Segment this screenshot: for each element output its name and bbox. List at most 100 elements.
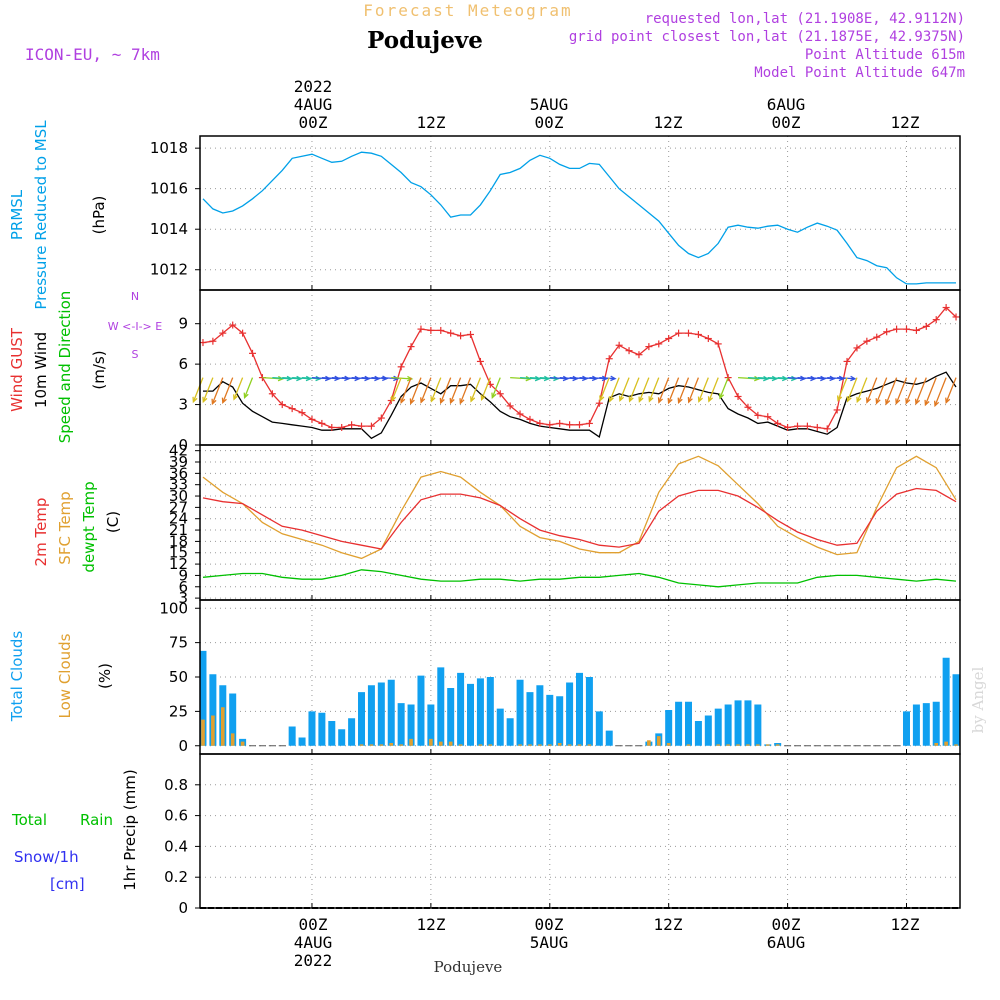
total-clouds-bar	[457, 672, 465, 746]
y-tick-label: 0.6	[164, 807, 188, 825]
wind-direction-arrowhead	[924, 399, 930, 407]
total-clouds-bar	[566, 682, 574, 746]
y-tick-label: 3	[178, 396, 188, 414]
wind-direction-arrow	[420, 377, 432, 403]
low-clouds-bar	[429, 738, 433, 746]
model-altitude: Model Point Altitude 647m	[754, 65, 965, 81]
low-clouds-bar	[557, 743, 562, 746]
low-clouds-bar	[666, 743, 671, 746]
wind-direction-arrowhead	[865, 397, 872, 404]
total-clouds-bar	[318, 712, 326, 746]
y-tick-label: 18	[169, 532, 188, 550]
wind-direction-arrow	[430, 377, 442, 402]
wind-direction-arrow	[449, 377, 462, 404]
pressure-labels: PRMSL Pressure Reduced to MSL (hPa)	[8, 120, 108, 310]
wind-direction-arrowhead	[608, 396, 614, 403]
wind-direction-arrowhead	[707, 396, 713, 403]
y-tick-label: 1014	[150, 220, 188, 238]
wind-label-gust: Wind GUST	[8, 327, 26, 412]
top-hour-4: 12Z	[654, 113, 683, 132]
precip-labels: Total Rain Snow/1h [cm] 1hr Precip (mm)	[11, 769, 139, 893]
wind-direction-arrowhead	[837, 395, 843, 402]
total-clouds-bar	[328, 721, 336, 746]
y-tick-label: 100	[159, 599, 188, 617]
y-tick-label: 39	[169, 453, 188, 471]
wind-direction-arrowhead	[667, 397, 673, 405]
low-clouds-bar	[577, 744, 582, 746]
low-clouds-bar	[944, 741, 948, 746]
panel-frame	[199, 753, 961, 909]
wind-direction-arrow	[202, 377, 214, 403]
wind-direction-arrowhead	[905, 398, 911, 405]
wind-direction-arrowhead	[202, 396, 208, 404]
wind-direction-arrow	[895, 377, 908, 404]
total-clouds-bar	[546, 694, 554, 746]
y-tick-label: 50	[169, 668, 188, 686]
cloud-labels: Total Clouds Low Clouds (%)	[8, 631, 114, 723]
low-clouds-bar	[359, 744, 364, 746]
wind-direction-arrow	[667, 377, 680, 404]
low-clouds-bar	[399, 744, 403, 746]
total-clouds-bar	[912, 704, 920, 746]
low-clouds-bar	[528, 744, 532, 746]
top-date-3: 6AUG	[767, 95, 806, 114]
wind-direction-arrowhead	[657, 397, 664, 404]
total-clouds-bar	[942, 657, 950, 746]
wind-direction-arrow	[924, 377, 937, 406]
total-clouds-bar	[486, 677, 494, 746]
total-clouds-bar	[754, 704, 762, 746]
bottom-date-3: 6AUG	[767, 933, 806, 952]
y-tick-label: 12	[169, 555, 188, 573]
wind-direction-arrow	[192, 377, 204, 403]
wind-unit: (m/s)	[90, 350, 108, 389]
temp-unit: (C)	[104, 511, 122, 533]
wind-direction-arrowhead	[945, 397, 951, 405]
total-clouds-bar	[744, 700, 752, 746]
temp-labels: 2m Temp SFC Temp dewpt Temp (C)	[32, 481, 122, 572]
bottom-hour-4: 12Z	[654, 915, 683, 934]
top-hour-1: 00Z	[299, 113, 328, 132]
low-clouds-bar	[448, 741, 453, 746]
wind-direction-arrowhead	[648, 396, 654, 403]
grid-point-coords: grid point closest lon,lat (21.1875E, 42…	[569, 29, 965, 45]
low-clouds-bar	[686, 744, 691, 746]
y-tick-label: 42	[169, 442, 188, 460]
total-clouds-bar	[358, 692, 366, 746]
top-time-axis: 2022 4AUG 5AUG 6AUG 00Z 12Z 00Z 12Z 00Z …	[294, 77, 920, 132]
total-clouds-bar	[338, 729, 346, 746]
bottom-hour-3: 00Z	[535, 915, 564, 934]
total-clouds-bar	[467, 683, 475, 746]
wind-label-dir: Speed and Direction	[56, 291, 74, 444]
wind10m-line	[203, 371, 957, 440]
wind-label-10m: 10m Wind	[32, 332, 50, 408]
low-clouds-bar	[389, 743, 394, 746]
wind-direction-arrow	[211, 377, 224, 404]
low-clouds-bar	[656, 736, 661, 746]
total-clouds-bar	[932, 701, 940, 746]
wind-direction-arrow	[885, 377, 898, 405]
total-clouds-bar	[298, 737, 306, 746]
total-clouds-bar	[496, 708, 504, 746]
total-clouds-bar	[506, 718, 514, 746]
total-clouds-bar	[209, 674, 217, 746]
wind-direction-arrow	[400, 377, 412, 403]
precip-label-snow: Snow/1h	[14, 848, 79, 866]
low-clouds-bar	[934, 743, 939, 746]
point-altitude: Point Altitude 615m	[805, 47, 965, 63]
frames-layer: 1012101410161018036936912151821242730333…	[150, 135, 961, 917]
low-clouds-bar	[458, 744, 463, 746]
wind-direction-arrow	[719, 377, 729, 399]
y-tick-label: 1018	[150, 139, 188, 157]
wind-direction-arrowhead	[470, 396, 476, 403]
low-clouds-bar	[538, 744, 542, 746]
wind-direction-arrowhead	[491, 392, 497, 399]
temp-label-2m: 2m Temp	[32, 498, 50, 567]
wind-direction-arrowhead	[677, 397, 683, 405]
wind-direction-arrow	[440, 377, 452, 404]
total-clouds-bar	[605, 730, 613, 746]
y-tick-label: 0	[178, 899, 188, 917]
wind-direction-arrowhead	[449, 397, 455, 405]
wind-direction-arrowhead	[409, 398, 415, 405]
wind-labels: Wind GUST 10m Wind Speed and Direction (…	[8, 290, 162, 443]
